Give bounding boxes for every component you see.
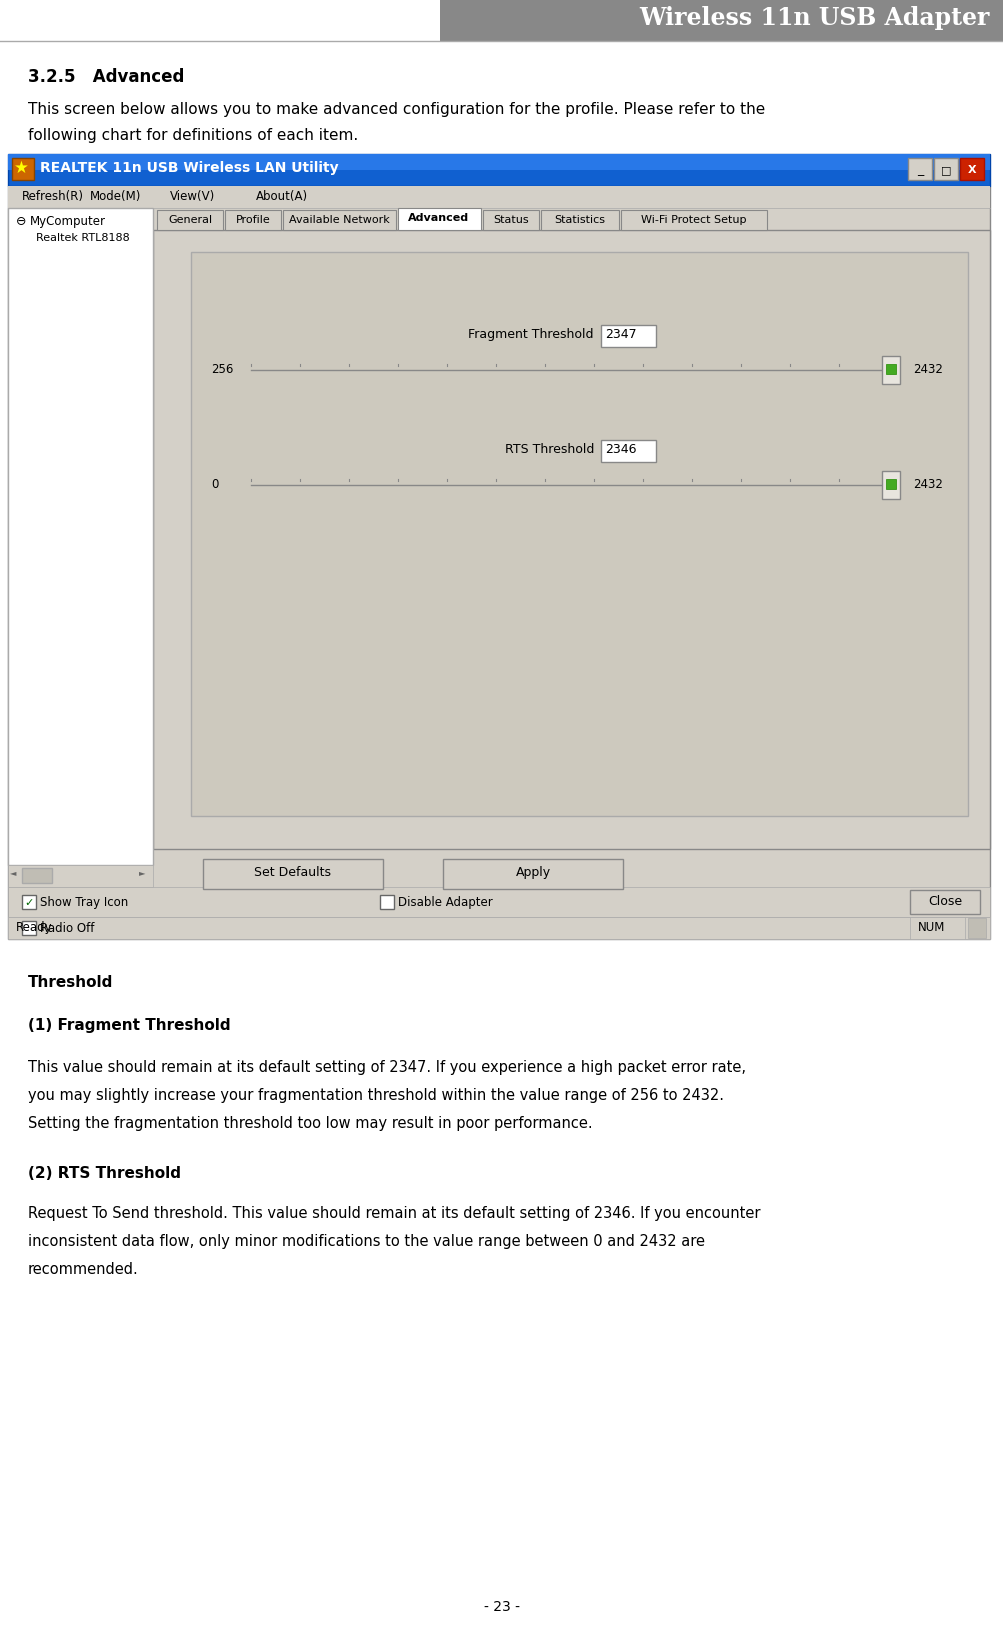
FancyBboxPatch shape xyxy=(881,471,899,500)
Text: View(V): View(V) xyxy=(170,189,215,202)
FancyBboxPatch shape xyxy=(379,895,393,910)
Text: Radio Off: Radio Off xyxy=(40,921,94,934)
FancyBboxPatch shape xyxy=(0,0,1003,42)
FancyBboxPatch shape xyxy=(8,209,152,866)
Text: Ready: Ready xyxy=(16,921,52,934)
Text: 256: 256 xyxy=(211,363,233,377)
Text: 0: 0 xyxy=(211,478,219,491)
FancyBboxPatch shape xyxy=(203,859,382,890)
Text: Status: Status xyxy=(492,215,529,225)
Text: Close: Close xyxy=(927,895,961,908)
Text: 2347: 2347 xyxy=(605,328,636,341)
FancyBboxPatch shape xyxy=(22,869,52,883)
FancyBboxPatch shape xyxy=(8,155,989,171)
Text: Realtek RTL8188: Realtek RTL8188 xyxy=(36,233,129,243)
Text: Apply: Apply xyxy=(515,866,550,879)
Text: MyComputer: MyComputer xyxy=(30,215,106,228)
Text: Show Tray Icon: Show Tray Icon xyxy=(40,895,128,908)
Text: Fragment Threshold: Fragment Threshold xyxy=(468,328,594,341)
Text: This value should remain at its default setting of 2347. If you experience a hig: This value should remain at its default … xyxy=(28,1060,745,1074)
Text: - 23 -: - 23 - xyxy=(483,1599,520,1614)
Text: REALTEK 11n USB Wireless LAN Utility: REALTEK 11n USB Wireless LAN Utility xyxy=(40,161,338,174)
FancyBboxPatch shape xyxy=(885,365,895,375)
FancyBboxPatch shape xyxy=(8,155,989,187)
Text: _: _ xyxy=(916,163,922,176)
Text: □: □ xyxy=(940,165,950,174)
Text: following chart for definitions of each item.: following chart for definitions of each … xyxy=(28,127,358,143)
FancyBboxPatch shape xyxy=(8,187,989,939)
FancyBboxPatch shape xyxy=(909,918,964,939)
FancyBboxPatch shape xyxy=(8,918,989,939)
FancyBboxPatch shape xyxy=(156,210,223,231)
FancyBboxPatch shape xyxy=(885,479,895,489)
Text: you may slightly increase your fragmentation threshold within the value range of: you may slightly increase your fragmenta… xyxy=(28,1087,723,1102)
FancyBboxPatch shape xyxy=(8,887,989,918)
FancyBboxPatch shape xyxy=(967,918,985,939)
FancyBboxPatch shape xyxy=(152,231,989,849)
FancyBboxPatch shape xyxy=(881,357,899,385)
Text: 2432: 2432 xyxy=(912,363,942,377)
FancyBboxPatch shape xyxy=(541,210,619,231)
Text: Advanced: Advanced xyxy=(408,214,469,223)
FancyBboxPatch shape xyxy=(283,210,395,231)
FancyBboxPatch shape xyxy=(621,210,766,231)
FancyBboxPatch shape xyxy=(8,866,152,887)
FancyBboxPatch shape xyxy=(22,921,36,936)
Text: (1) Fragment Threshold: (1) Fragment Threshold xyxy=(28,1017,231,1032)
FancyBboxPatch shape xyxy=(933,158,957,181)
Text: Disable Adapter: Disable Adapter xyxy=(397,895,492,908)
Text: (2) RTS Threshold: (2) RTS Threshold xyxy=(28,1165,181,1180)
Text: ◄: ◄ xyxy=(10,867,16,877)
FancyBboxPatch shape xyxy=(442,859,623,890)
Text: Threshold: Threshold xyxy=(28,975,113,989)
FancyBboxPatch shape xyxy=(0,0,439,42)
Text: X: X xyxy=(967,165,975,174)
Text: ✓: ✓ xyxy=(24,898,34,908)
FancyBboxPatch shape xyxy=(482,210,539,231)
FancyBboxPatch shape xyxy=(8,918,989,939)
Text: Request To Send threshold. This value should remain at its default setting of 23: Request To Send threshold. This value sh… xyxy=(28,1205,759,1221)
Text: Mode(M): Mode(M) xyxy=(90,189,141,202)
Text: recommended.: recommended. xyxy=(28,1262,138,1276)
Text: Wi-Fi Protect Setup: Wi-Fi Protect Setup xyxy=(641,215,746,225)
FancyBboxPatch shape xyxy=(225,210,281,231)
Text: Refresh(R): Refresh(R) xyxy=(22,189,84,202)
Text: About(A): About(A) xyxy=(256,189,308,202)
Text: Wireless 11n USB Adapter: Wireless 11n USB Adapter xyxy=(639,7,989,29)
FancyBboxPatch shape xyxy=(191,253,967,817)
Text: Setting the fragmentation threshold too low may result in poor performance.: Setting the fragmentation threshold too … xyxy=(28,1115,592,1130)
Text: ★: ★ xyxy=(14,158,29,178)
Text: General: General xyxy=(168,215,212,225)
FancyBboxPatch shape xyxy=(959,158,983,181)
Text: ⊖: ⊖ xyxy=(16,215,26,228)
Text: 3.2.5   Advanced: 3.2.5 Advanced xyxy=(28,68,185,86)
FancyBboxPatch shape xyxy=(397,209,480,231)
Text: NUM: NUM xyxy=(917,921,945,934)
Text: Profile: Profile xyxy=(236,215,270,225)
Text: Set Defaults: Set Defaults xyxy=(254,866,331,879)
Text: ►: ► xyxy=(138,867,145,877)
Text: RTS Threshold: RTS Threshold xyxy=(505,443,594,456)
FancyBboxPatch shape xyxy=(12,158,34,181)
Text: Statistics: Statistics xyxy=(554,215,605,225)
FancyBboxPatch shape xyxy=(8,187,989,209)
FancyBboxPatch shape xyxy=(22,895,36,910)
FancyBboxPatch shape xyxy=(907,158,931,181)
Text: 2346: 2346 xyxy=(605,443,636,456)
FancyBboxPatch shape xyxy=(601,440,655,463)
FancyBboxPatch shape xyxy=(909,890,979,914)
FancyBboxPatch shape xyxy=(601,326,655,347)
Text: inconsistent data flow, only minor modifications to the value range between 0 an: inconsistent data flow, only minor modif… xyxy=(28,1234,704,1249)
Text: 2432: 2432 xyxy=(912,478,942,491)
Text: Available Network: Available Network xyxy=(288,215,389,225)
Text: This screen below allows you to make advanced configuration for the profile. Ple: This screen below allows you to make adv… xyxy=(28,103,764,117)
